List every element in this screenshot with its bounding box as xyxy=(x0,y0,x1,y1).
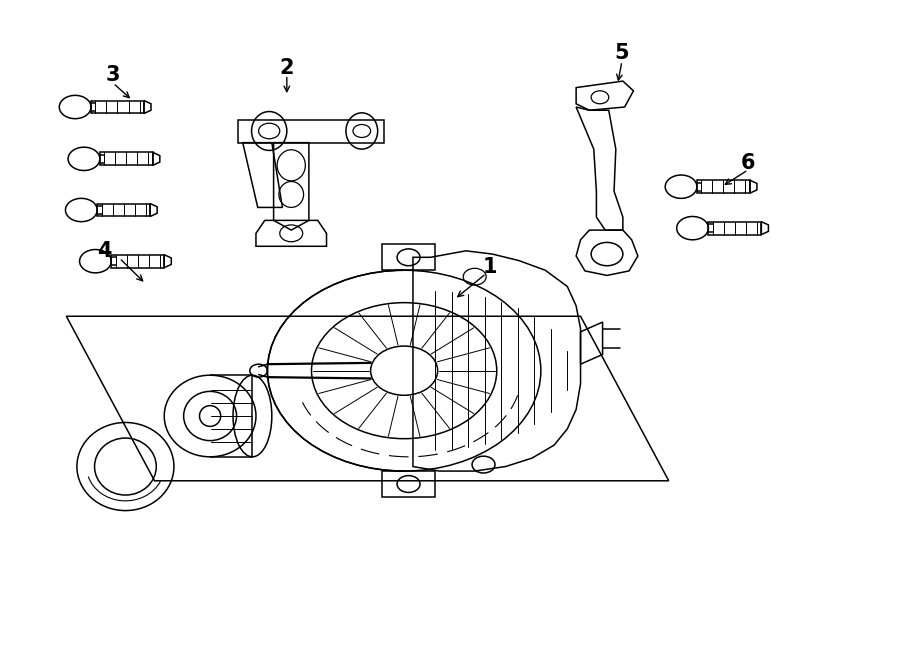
Text: 2: 2 xyxy=(280,58,294,78)
Text: 3: 3 xyxy=(106,65,121,85)
Text: 4: 4 xyxy=(97,241,112,262)
Text: 5: 5 xyxy=(615,43,629,63)
Text: 6: 6 xyxy=(741,153,755,173)
Text: 1: 1 xyxy=(482,257,497,277)
